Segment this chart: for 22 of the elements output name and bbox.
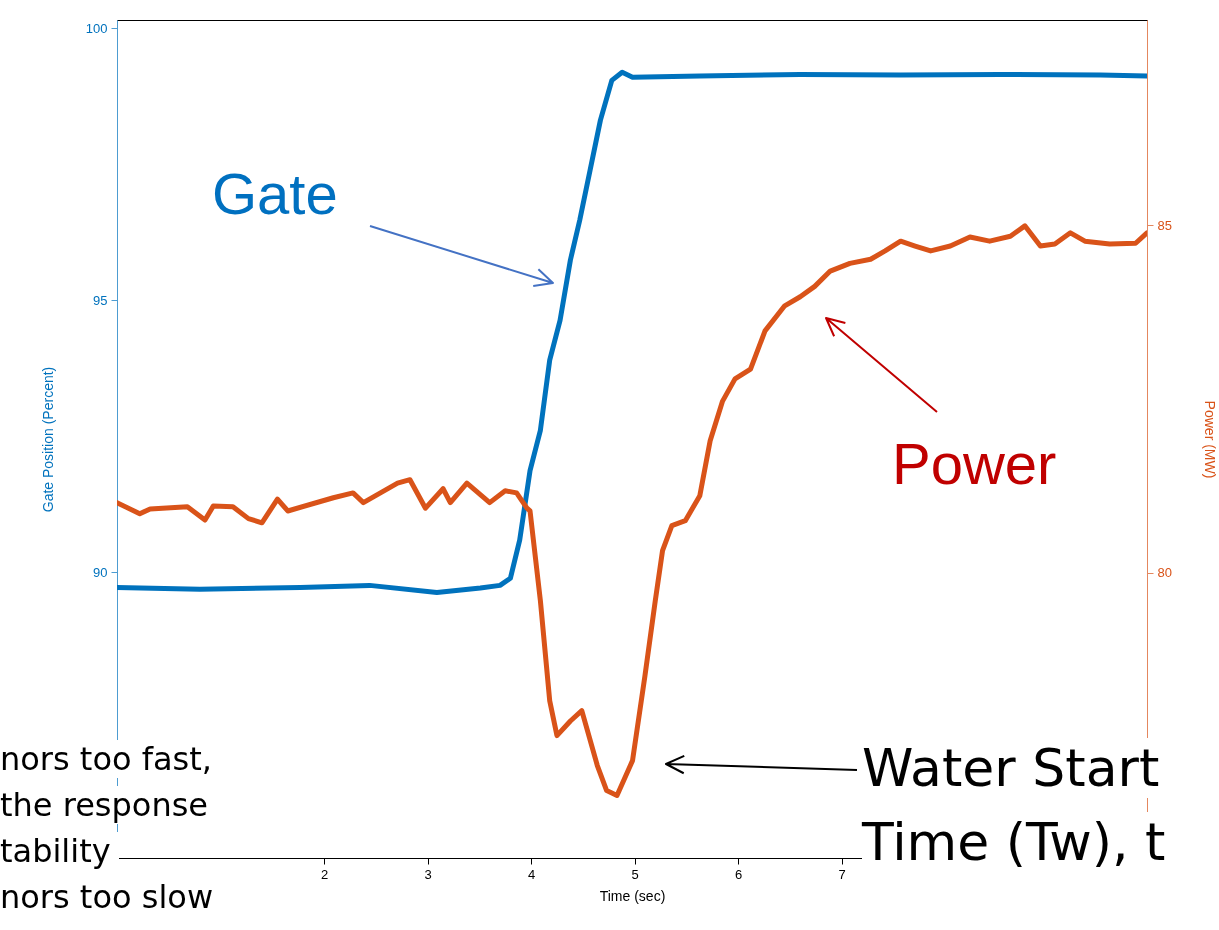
y2-tick-label: 80: [1157, 565, 1172, 581]
annotation: Water Start: [862, 738, 1168, 798]
text: Gate: [212, 160, 338, 227]
y-tick-label: 95: [93, 292, 108, 308]
x-tick-label: 3: [424, 866, 432, 882]
x-tick-label: 4: [527, 866, 536, 882]
y-tick-label: 100: [85, 20, 108, 36]
y-tick-label: 90: [93, 564, 108, 580]
y2-tick-label: 85: [1157, 217, 1172, 233]
x-axis-title: Time (sec): [599, 887, 666, 904]
x-tick-label: 6: [734, 866, 743, 882]
x-tick-label: 5: [631, 866, 639, 882]
text: tability: [0, 832, 119, 870]
text: nors too slow: [0, 878, 222, 916]
text: Power: [892, 430, 1057, 497]
y-axis-title: Gate Position (Percent): [39, 366, 56, 513]
annotation: the response: [0, 786, 217, 824]
x-tick-label: 2: [320, 866, 329, 882]
y2-axis-title: Power (MW): [1201, 400, 1218, 479]
annotation: Time (Tw), t: [862, 812, 1174, 872]
annotation: nors too fast,: [0, 740, 220, 778]
x-tick-label: 7: [838, 866, 846, 882]
